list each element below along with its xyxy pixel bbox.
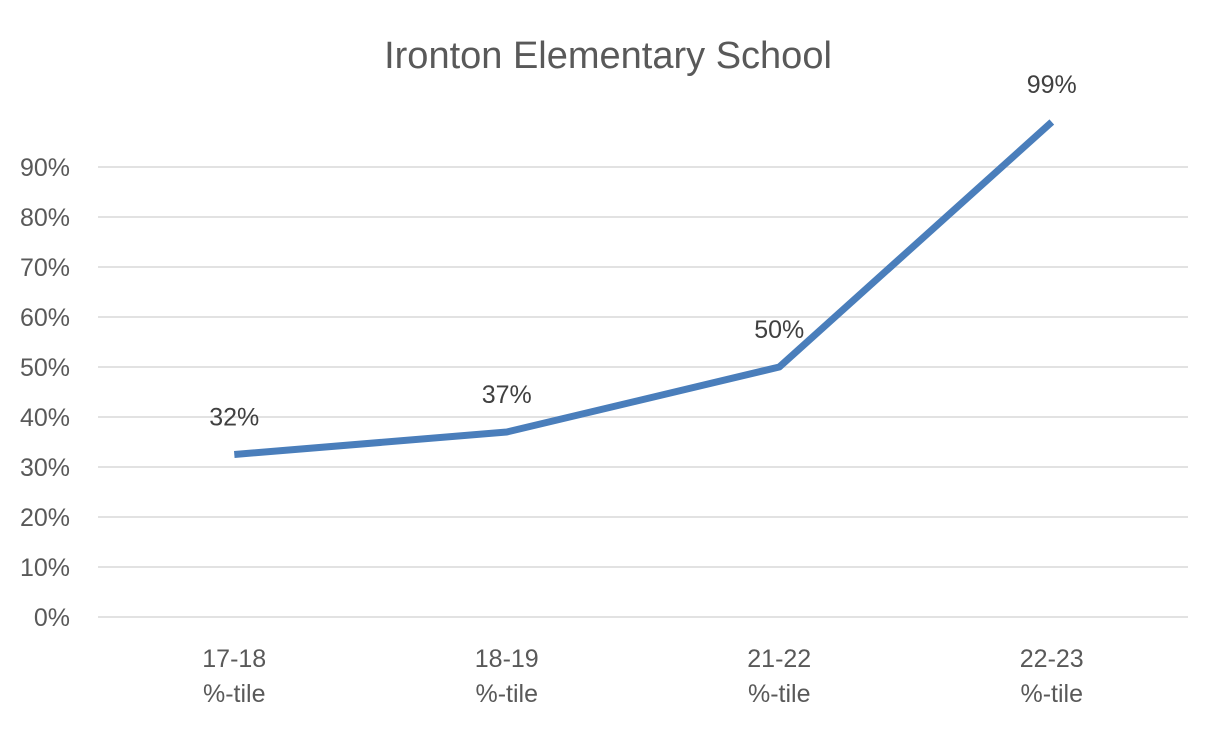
data-label: 37%	[482, 381, 532, 409]
data-label: 99%	[1027, 71, 1077, 99]
y-tick-label: 60%	[20, 304, 70, 332]
y-axis-tick-labels: 0% 10% 20% 30% 40% 50% 60% 70% 80% 90%	[20, 154, 70, 632]
y-tick-label: 50%	[20, 354, 70, 382]
y-tick-label: 20%	[20, 504, 70, 532]
y-tick-label: 70%	[20, 254, 70, 282]
series	[234, 119, 1055, 458]
y-tick-label: 30%	[20, 454, 70, 482]
data-labels: 32% 37% 50% 99%	[209, 71, 1077, 432]
x-tick-label: 17-18 %-tile	[202, 645, 266, 708]
y-tick-label: 90%	[20, 154, 70, 182]
x-tick-label: 21-22 %-tile	[747, 645, 811, 708]
x-tick-label: 22-23 %-tile	[1020, 645, 1084, 708]
gridlines	[98, 166, 1188, 618]
data-label: 50%	[754, 316, 804, 344]
x-axis-tick-labels: 17-18 %-tile 18-19 %-tile 21-22 %-tile 22-23 %-…	[202, 645, 1083, 708]
y-tick-label: 40%	[20, 404, 70, 432]
data-label: 32%	[209, 404, 259, 432]
y-tick-label: 80%	[20, 204, 70, 232]
y-tick-label: 0%	[34, 604, 70, 632]
x-tick-label: 18-19 %-tile	[475, 645, 539, 708]
series-line	[234, 119, 1055, 458]
y-tick-label: 10%	[20, 554, 70, 582]
chart-title: Ironton Elementary School	[384, 35, 832, 77]
